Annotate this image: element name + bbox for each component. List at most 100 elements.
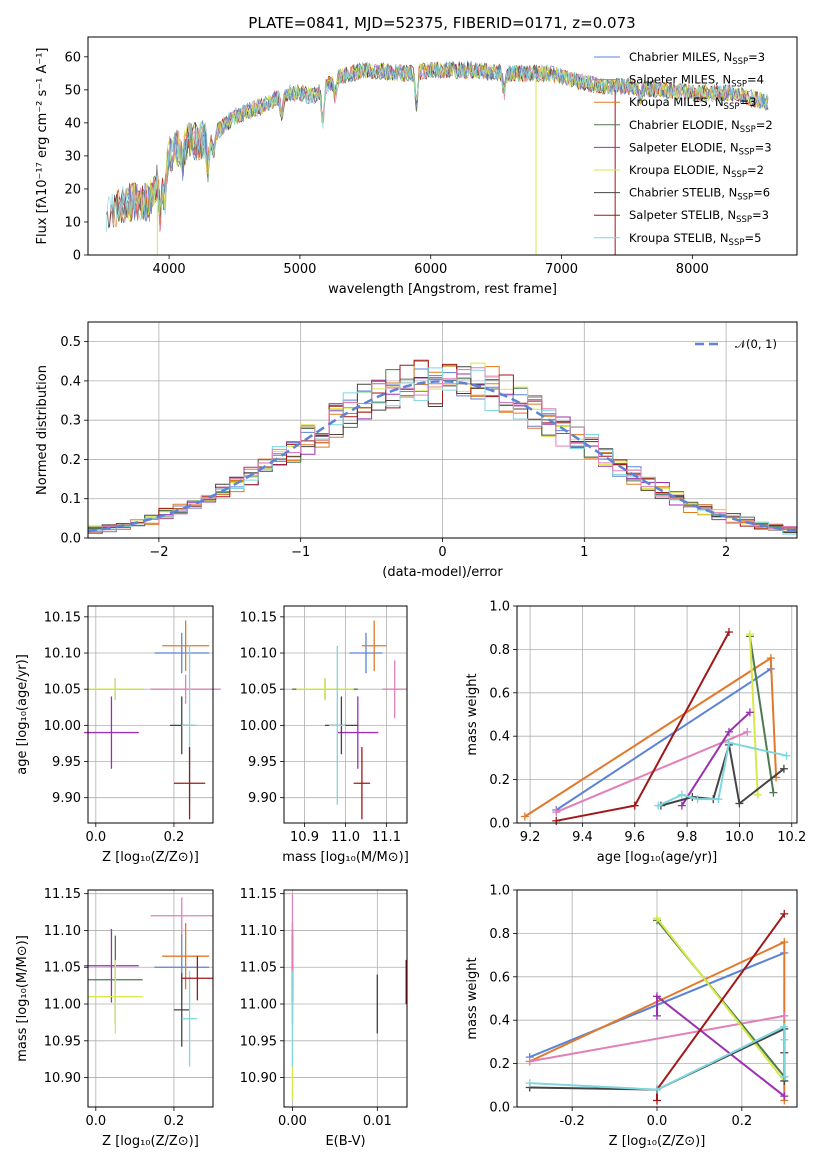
y-tick-label: 0.6 [489,970,510,985]
x-tick-label: 0.0 [647,1114,668,1129]
spectrum-line [105,61,769,233]
series-line [657,741,787,807]
x-tick-label: 0 [438,545,446,560]
x-tick-label: −1 [291,545,310,560]
y-tick-label: 0.2 [489,773,510,788]
y-tick-label: 11.05 [240,961,277,976]
x-tick-label: 10.9 [290,830,319,845]
x-axis-label: age [log₁₀(age/yr)] [597,850,718,865]
y-tick-label: 0.5 [60,335,81,350]
series-line [748,634,759,795]
y-tick-label: 10.90 [240,1071,277,1086]
legend-entry: Kroupa ELODIE, NSSP=2 [629,163,764,180]
x-tick-label: 0.01 [363,1114,392,1129]
x-tick-label: 11.0 [331,830,360,845]
x-tick-label: 7000 [545,262,578,277]
plot-frame [87,321,798,539]
y-tick-label: 1.0 [489,600,510,615]
series-line [660,744,785,807]
legend-entry: Kroupa STELIB, NSSP=5 [629,231,761,248]
y-tick-label: 11.00 [240,998,277,1013]
y-tick-label: 10.95 [240,1034,277,1049]
y-tick-label: 11.10 [240,924,277,939]
y-tick-label: 0.4 [60,374,81,389]
series-line [656,917,786,1082]
y-tick-label: 0.0 [60,532,81,547]
x-axis-label: Z [log₁₀(Z/Z⊙)] [609,1134,706,1149]
y-tick-label: 11.00 [44,998,81,1013]
x-tick-label: 4000 [153,262,186,277]
y-tick-label: 20 [64,182,81,197]
x-tick-label: 0.2 [732,1114,753,1129]
x-axis-label: (data-model)/error [382,565,503,580]
legend-entry: Chabrier MILES, NSSP=3 [629,50,765,67]
x-axis-label: Z [log₁₀(Z/Z⊙)] [102,850,199,865]
legend-entry: Salpeter STELIB, NSSP=3 [629,208,769,225]
series-line [555,668,772,811]
x-axis-label: mass [log₁₀(M/M⊙)] [282,850,409,865]
x-axis-label: Z [log₁₀(Z/Z⊙)] [102,1134,199,1149]
y-tick-label: 10.00 [240,719,277,734]
y-tick-label: 11.10 [44,924,81,939]
x-axis-label: E(B-V) [325,1134,365,1149]
x-axis-label: wavelength [Angstrom, rest frame] [328,282,557,297]
series-line [748,636,775,793]
y-tick-label: 60 [64,50,81,65]
x-tick-label: 10.0 [725,830,754,845]
x-tick-label: 8000 [676,262,709,277]
y-tick-label: 10.15 [240,610,277,625]
x-tick-label: 0.00 [278,1114,307,1129]
y-tick-label: 0.4 [489,1014,510,1029]
series-line [555,730,748,814]
x-tick-label: 9.4 [572,830,593,845]
y-tick-label: 9.90 [248,791,277,806]
y-tick-label: 11.15 [240,887,277,902]
x-tick-label: 0.0 [85,1114,106,1129]
x-tick-label: 11.1 [372,830,401,845]
y-tick-label: 0.1 [60,492,81,507]
plot-frame [283,889,408,1108]
y-tick-label: 10.90 [44,1071,81,1086]
y-tick-label: 50 [64,83,81,98]
x-tick-label: 0.0 [85,830,106,845]
y-axis-label: age [log₁₀(age/yr)] [15,654,30,775]
y-tick-label: 0.2 [489,1057,510,1072]
legend-entry: Chabrier STELIB, NSSP=6 [629,186,770,203]
y-tick-label: 1.0 [489,884,510,899]
y-tick-label: 0.0 [489,1101,510,1116]
x-tick-label: 2 [722,545,730,560]
y-tick-label: 10.05 [240,683,277,698]
y-tick-label: 10.15 [44,610,81,625]
legend-entry: 𝒩(0, 1) [735,337,777,351]
x-tick-label: 9.2 [520,830,541,845]
plot-frame [516,889,798,1108]
legend-entry: Chabrier ELODIE, NSSP=2 [629,118,773,135]
x-tick-label: 1 [580,545,588,560]
y-tick-label: 11.05 [44,961,81,976]
y-axis-label: mass [log₁₀(M/M⊙)] [15,935,30,1062]
y-tick-label: 9.95 [248,755,277,770]
y-tick-label: 0.0 [489,817,510,832]
x-tick-label: 6000 [414,262,447,277]
y-tick-label: 10.10 [240,647,277,662]
y-tick-label: 0.8 [489,643,510,658]
y-tick-label: 10.95 [44,1034,81,1049]
y-tick-label: 30 [64,149,81,164]
x-tick-label: −2 [149,545,168,560]
y-axis-label: mass weight [465,673,480,755]
y-tick-label: 9.90 [52,791,81,806]
y-tick-label: 0.3 [60,414,81,429]
plot-frame [87,36,798,256]
x-tick-label: 0.2 [164,830,185,845]
y-tick-label: 10.00 [44,719,81,734]
x-tick-label: 9.6 [624,830,645,845]
y-tick-label: 0.2 [60,453,81,468]
y-tick-label: 0.6 [489,686,510,701]
plots-layer: 4000 5000 6000 7000 80000102030405060wavelen… [15,36,806,1149]
y-tick-label: 10.05 [44,683,81,698]
plot-frame [87,889,214,1108]
y-axis-label: mass weight [465,957,480,1039]
x-tick-label: 5000 [283,262,316,277]
figure-title: PLATE=0841, MJD=52375, FIBERID=0171, z=0… [248,14,635,32]
